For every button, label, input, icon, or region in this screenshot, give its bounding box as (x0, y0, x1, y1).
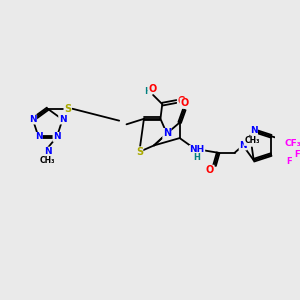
Text: O: O (206, 165, 214, 175)
Text: S: S (136, 147, 143, 157)
Text: CH₃: CH₃ (40, 156, 56, 165)
Text: F: F (299, 158, 300, 166)
Text: N: N (35, 132, 42, 141)
Text: N: N (29, 115, 37, 124)
Text: N: N (44, 147, 52, 156)
Text: O: O (180, 98, 188, 108)
Text: F: F (287, 158, 292, 166)
Text: H: H (144, 87, 152, 96)
Text: N: N (163, 128, 171, 139)
Text: F: F (294, 150, 300, 159)
Text: N: N (53, 132, 61, 141)
Text: N: N (250, 126, 257, 135)
Text: N: N (239, 141, 247, 150)
Text: O: O (148, 84, 156, 94)
Text: S: S (64, 104, 71, 114)
Text: N: N (59, 115, 66, 124)
Text: NH: NH (190, 146, 205, 154)
Text: CH₃: CH₃ (244, 136, 260, 146)
Text: CF₃: CF₃ (285, 139, 300, 148)
Text: O: O (177, 96, 186, 106)
Text: H: H (194, 153, 200, 162)
